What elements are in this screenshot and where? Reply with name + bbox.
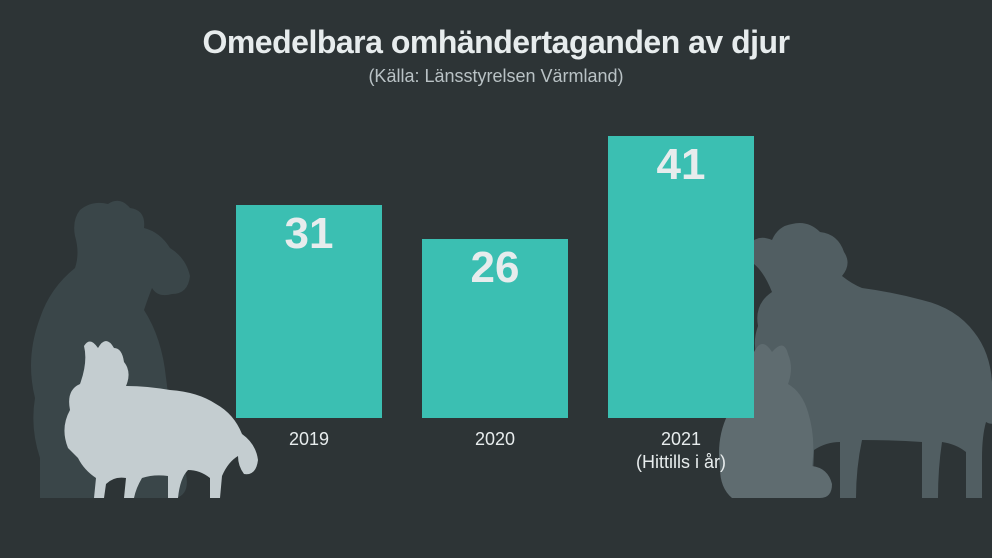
bar-label: 2020 [415,428,575,451]
bar-group: 312019 [236,205,382,418]
bar-group: 412021(Hittills i år) [608,136,754,418]
chart-canvas: Omedelbara omhändertaganden av djur (Käl… [0,0,992,558]
bar-value: 41 [608,140,754,190]
bar-value: 31 [236,209,382,259]
bar-group: 262020 [422,239,568,418]
chart-title: Omedelbara omhändertaganden av djur [0,24,992,61]
bar: 26 [422,239,568,418]
bar-chart: 312019 262020 412021(Hittills i år) [236,118,756,418]
bar-label: 2021(Hittills i år) [601,428,761,473]
bar: 41 [608,136,754,418]
chart-subtitle: (Källa: Länsstyrelsen Värmland) [0,66,992,87]
bar-label: 2019 [229,428,389,451]
bar: 31 [236,205,382,418]
bar-value: 26 [422,243,568,293]
cat-silhouette-left [60,328,260,498]
